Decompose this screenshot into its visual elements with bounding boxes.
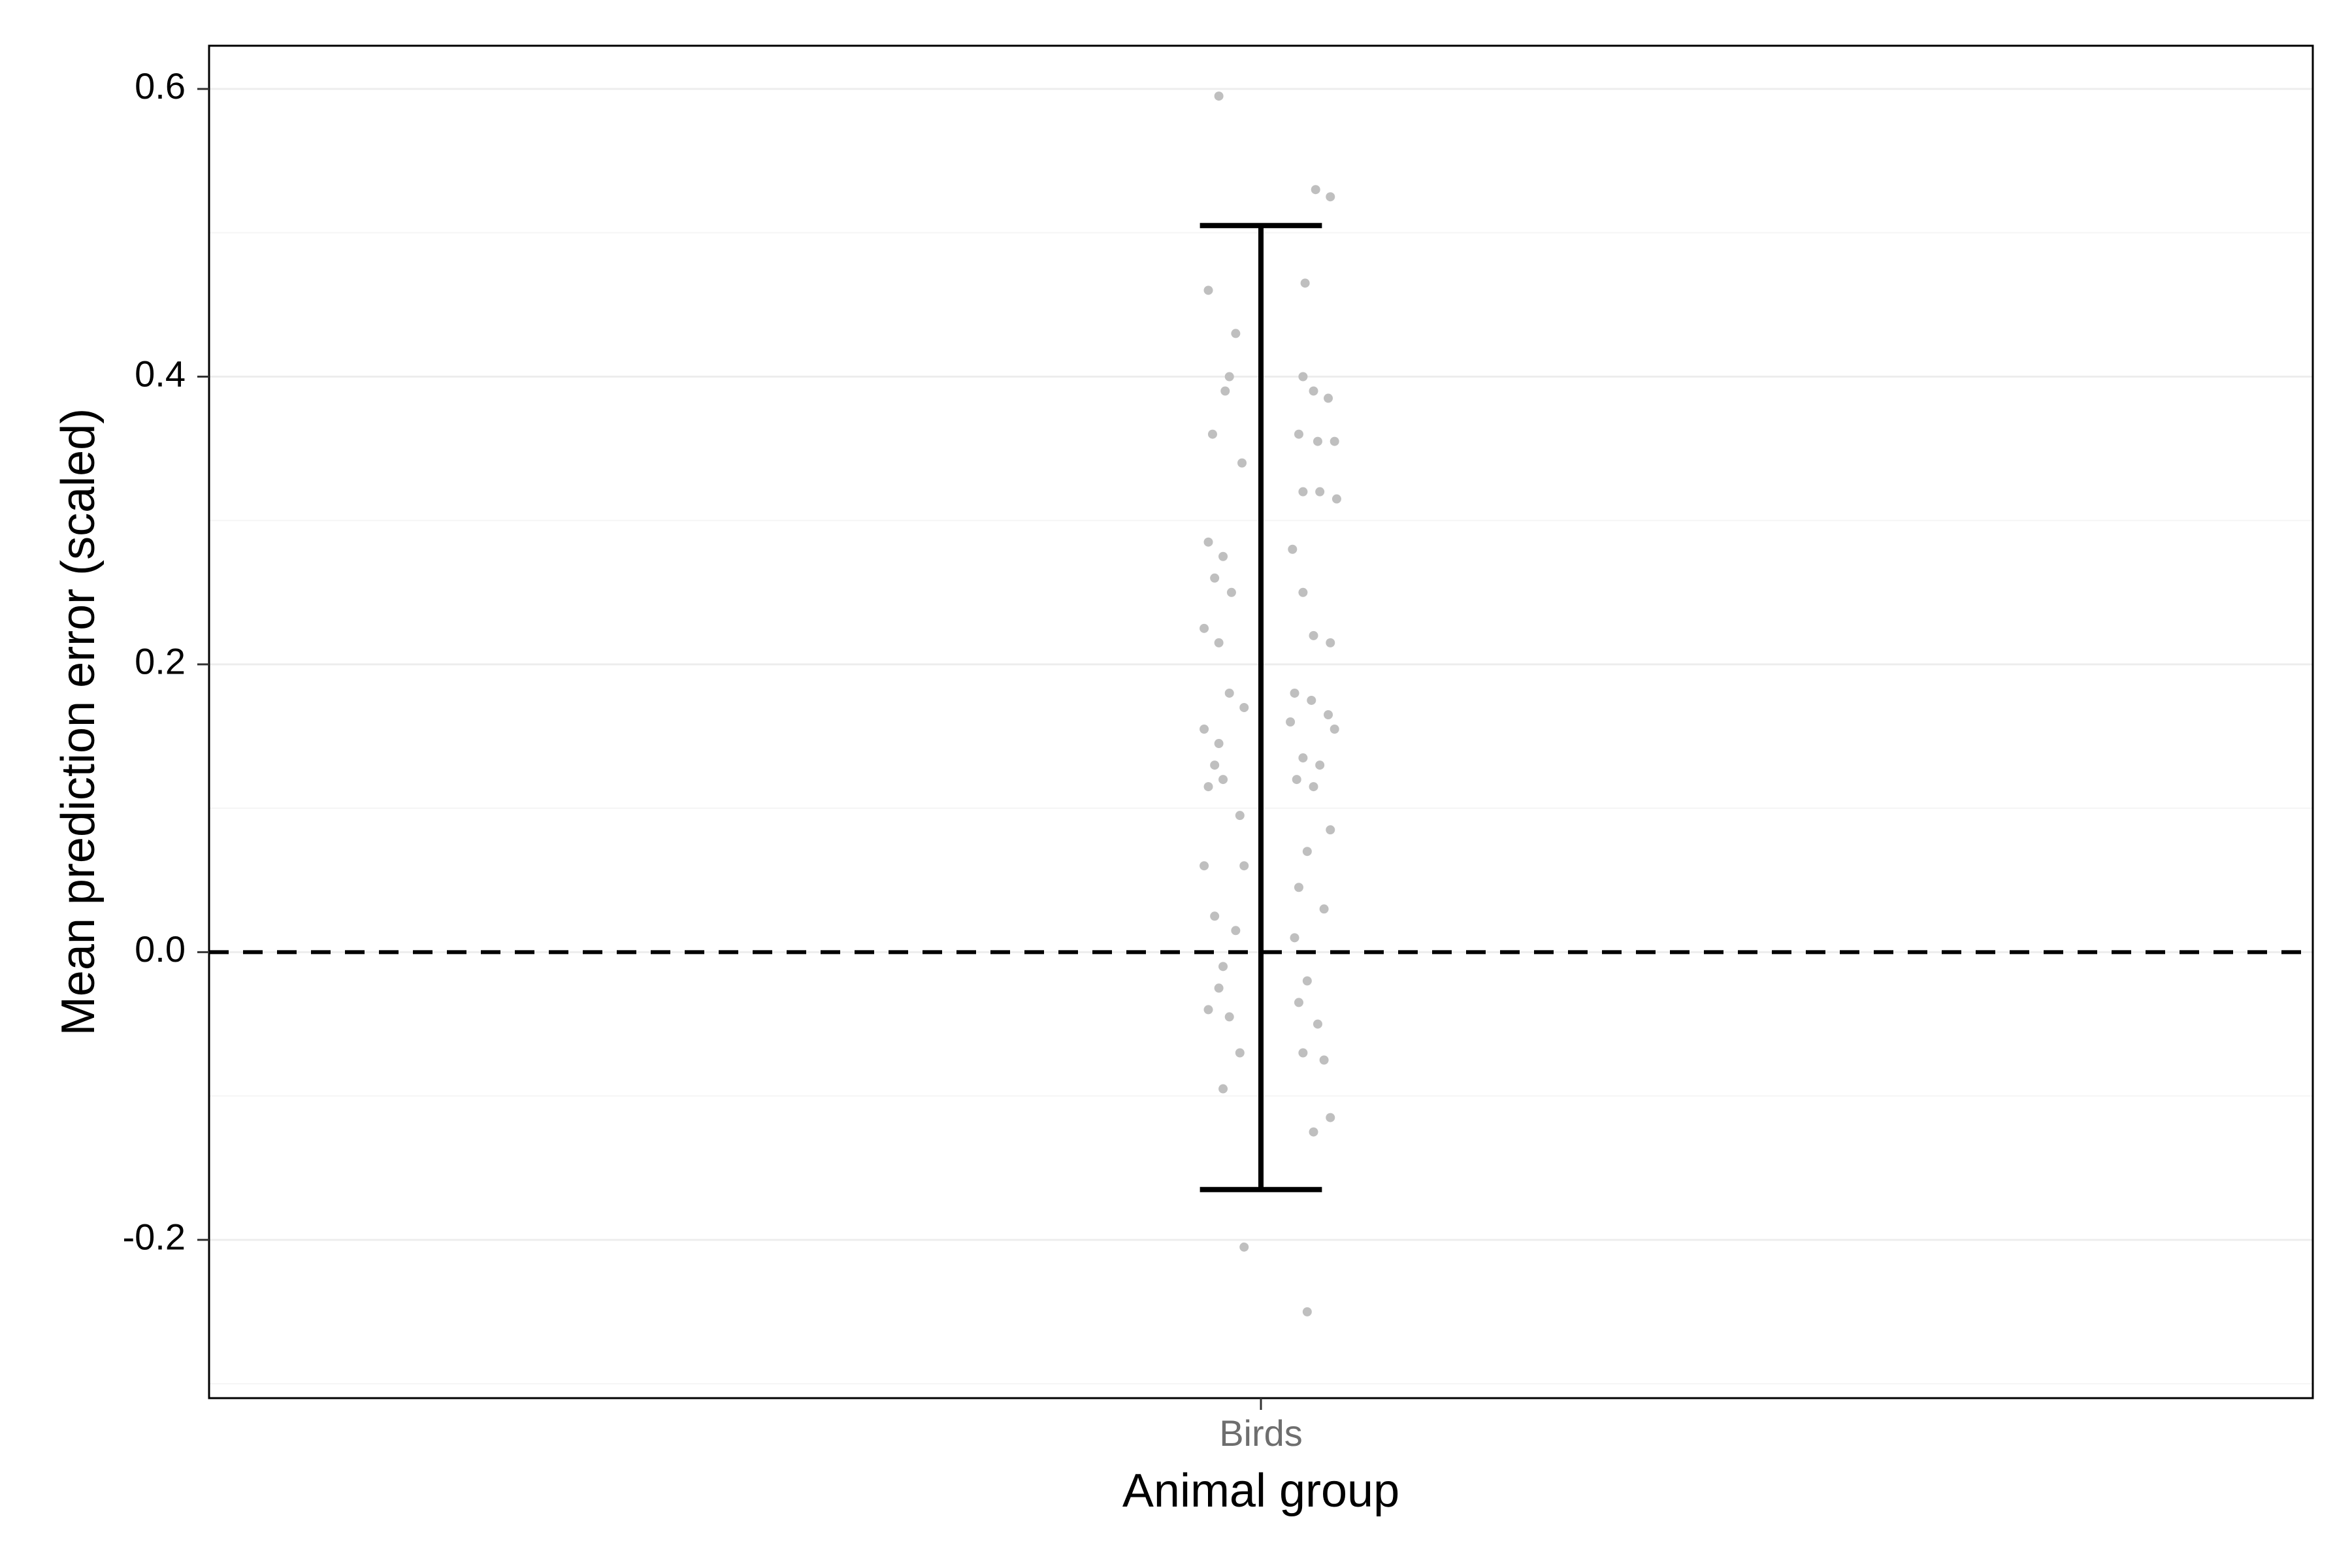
y-tick-label: 0.2 [135,641,186,682]
data-point [1200,861,1209,870]
chart-container: -0.2 0.0 0.2 0.4 0.6 Birds Animal group Mean pr… [0,0,2352,1568]
data-point [1324,710,1333,719]
data-point [1215,638,1224,647]
data-point [1309,631,1318,640]
data-point [1218,552,1228,561]
data-point [1315,487,1324,497]
data-point [1311,185,1320,194]
data-point [1235,1048,1245,1057]
data-point [1220,387,1230,396]
data-point [1218,1085,1228,1094]
data-point [1231,926,1240,935]
data-point [1210,574,1219,583]
data-point [1298,487,1307,497]
data-point [1298,588,1307,597]
y-tick-label: -0.2 [123,1217,186,1258]
data-point [1215,739,1224,748]
data-point [1290,689,1299,698]
data-point [1290,933,1299,942]
data-point [1330,437,1339,446]
data-point [1313,1019,1322,1028]
data-point [1294,430,1303,439]
data-point [1324,394,1333,403]
data-point [1227,588,1236,597]
data-point [1326,638,1335,647]
data-point [1237,459,1247,468]
data-point [1218,962,1228,971]
data-point [1303,1307,1312,1316]
chart-background [0,0,2352,1568]
data-point [1204,1005,1213,1014]
y-tick-label: 0.4 [135,353,186,394]
data-point [1330,725,1339,734]
data-point [1239,703,1249,712]
data-point [1204,538,1213,547]
data-point [1210,911,1219,921]
data-point [1235,811,1245,820]
data-point [1294,998,1303,1007]
data-point [1208,430,1217,439]
data-point [1292,775,1301,784]
data-point [1294,883,1303,892]
data-point [1204,782,1213,791]
scatter-errorbar-chart: -0.2 0.0 0.2 0.4 0.6 Birds Animal group Mean pr… [0,0,2352,1568]
x-axis-label: Animal group [1122,1465,1399,1517]
data-point [1239,861,1249,870]
data-point [1231,329,1240,338]
data-point [1288,545,1297,554]
data-point [1326,192,1335,201]
data-point [1301,278,1310,287]
y-tick-label: 0.6 [135,65,186,106]
data-point [1215,983,1224,992]
data-point [1307,696,1316,705]
data-point [1320,1056,1329,1065]
data-point [1200,725,1209,734]
data-point [1309,387,1318,396]
y-axis-label: Mean prediction error (scaled) [52,408,105,1036]
data-point [1309,1128,1318,1137]
y-tick-label: 0.0 [135,928,186,970]
data-point [1225,372,1234,381]
data-point [1326,1113,1335,1122]
data-point [1218,775,1228,784]
data-point [1225,689,1234,698]
data-point [1215,91,1224,101]
data-point [1303,847,1312,856]
data-point [1286,717,1295,727]
data-point [1313,437,1322,446]
data-point [1239,1243,1249,1252]
data-point [1320,904,1329,913]
data-point [1200,624,1209,633]
data-point [1210,760,1219,770]
data-point [1315,760,1324,770]
data-point [1204,286,1213,295]
data-point [1332,495,1341,504]
data-point [1298,753,1307,762]
data-point [1309,782,1318,791]
data-point [1298,372,1307,381]
data-point [1326,825,1335,834]
data-point [1303,976,1312,985]
data-point [1298,1048,1307,1057]
data-point [1225,1012,1234,1021]
x-tick-label: Birds [1219,1413,1303,1454]
